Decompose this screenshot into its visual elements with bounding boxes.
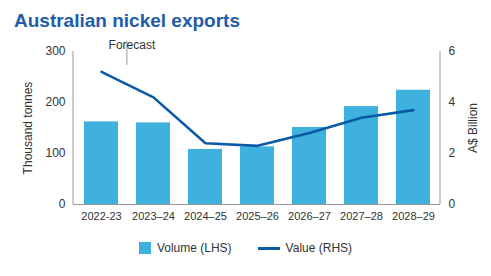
html-text:Value (RHS): Value (RHS): [285, 241, 353, 255]
svg-text:0: 0: [59, 197, 66, 211]
svg-text:2027–28: 2027–28: [340, 210, 383, 222]
html-text:Volume (LHS): Volume (LHS): [156, 241, 232, 255]
svg-text:4: 4: [449, 95, 456, 109]
svg-text:100: 100: [45, 146, 65, 160]
svg-text:Forecast: Forecast: [109, 38, 156, 52]
svg-text:2024–25: 2024–25: [184, 210, 227, 222]
svg-text:2026–27: 2026–27: [288, 210, 331, 222]
svg-text:2025–26: 2025–26: [236, 210, 279, 222]
svg-text:2028–29: 2028–29: [392, 210, 435, 222]
svg-text:Thousand tonnes: Thousand tonnes: [21, 82, 35, 175]
svg-text:200: 200: [45, 95, 65, 109]
svg-text:2: 2: [449, 146, 456, 160]
svg-text:A$ Billion: A$ Billion: [466, 103, 480, 153]
html-text:Australian nickel exports: Australian nickel exports: [14, 10, 240, 31]
svg-text:6: 6: [449, 44, 456, 58]
svg-text:0: 0: [449, 197, 456, 211]
svg-text:2023–24: 2023–24: [132, 210, 175, 222]
svg-text:2022-23: 2022-23: [81, 210, 121, 222]
svg-text:300: 300: [45, 44, 65, 58]
